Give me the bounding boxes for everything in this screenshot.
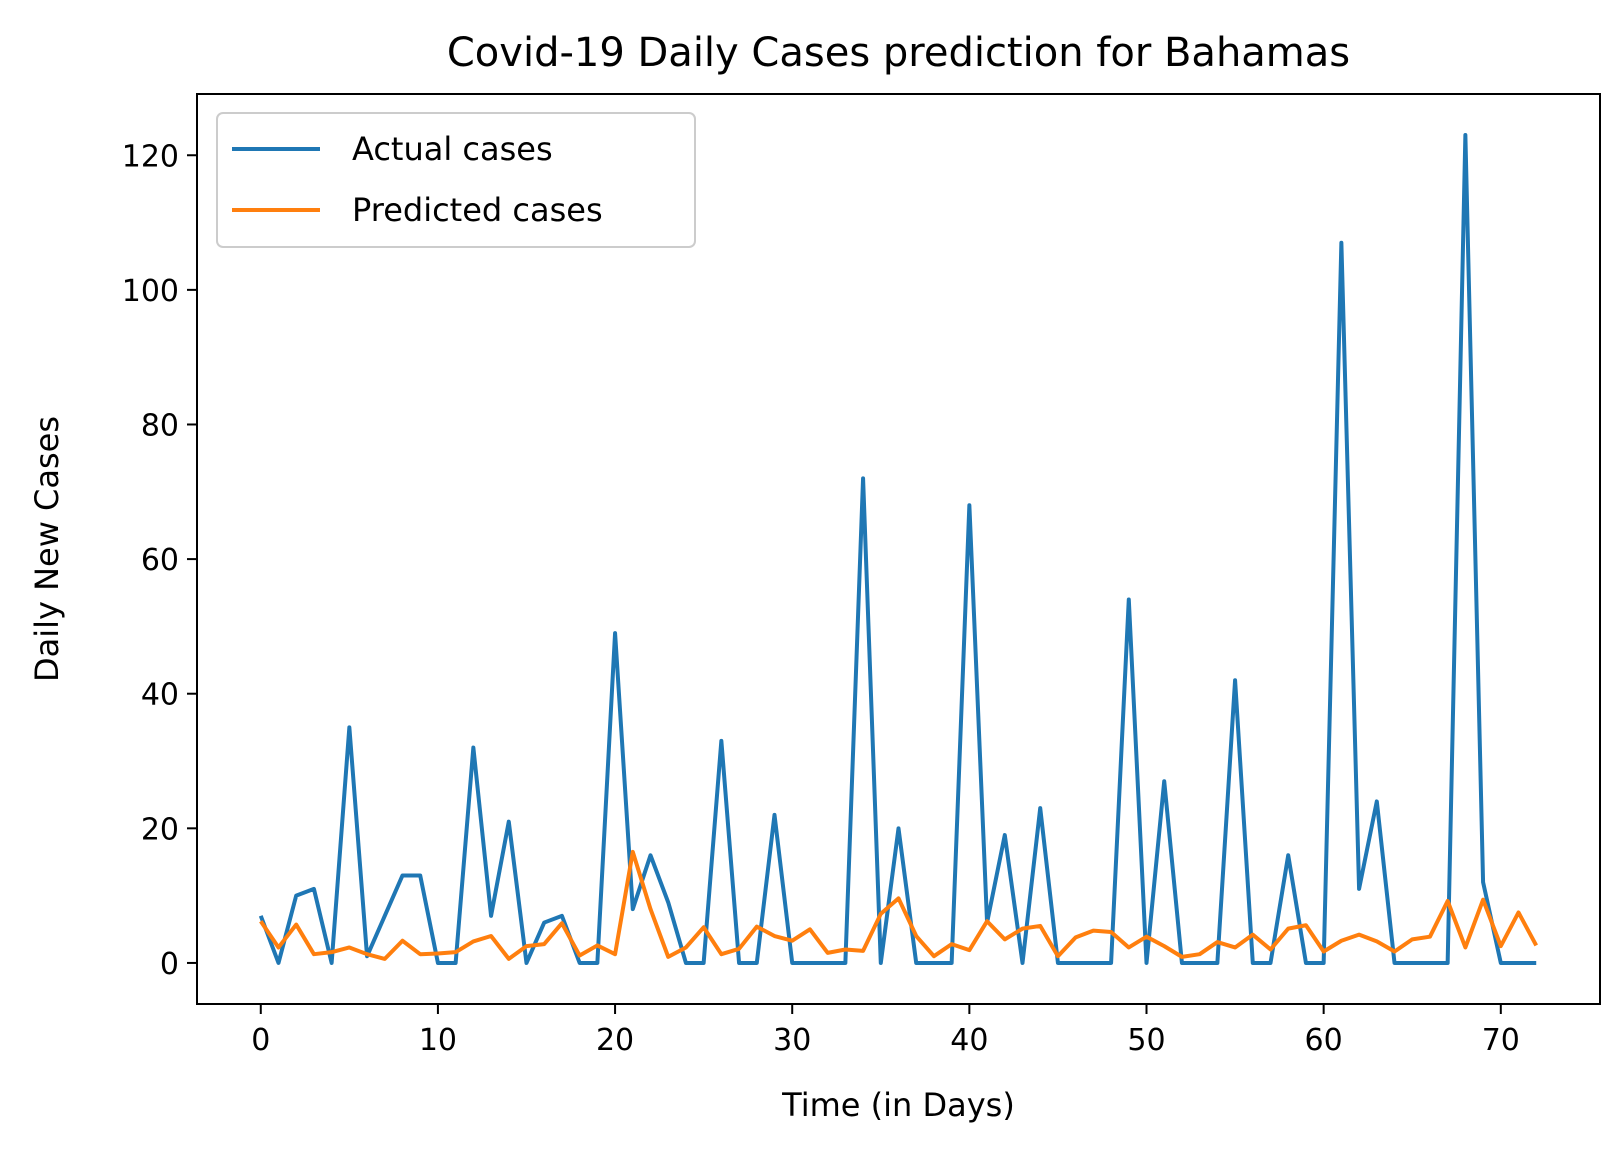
y-axis-ticks: 0 20 40 60 80 100 120	[122, 139, 197, 982]
legend-box	[216, 112, 696, 248]
y-axis-label: Daily New Cases	[28, 416, 66, 682]
plot-area-frame	[196, 93, 1601, 1005]
legend: Actual cases Predicted cases	[216, 112, 696, 248]
y-tick-label: 0	[160, 947, 179, 982]
chart-title: Covid-19 Daily Cases prediction for Baha…	[447, 30, 1350, 76]
legend-label-predicted: Predicted cases	[352, 191, 603, 229]
x-tick-label: 10	[419, 1023, 457, 1058]
x-tick-label: 0	[251, 1023, 270, 1058]
x-tick-label: 70	[1482, 1023, 1520, 1058]
legend-label-actual: Actual cases	[352, 130, 553, 168]
x-tick-label: 20	[596, 1023, 634, 1058]
series-layer	[258, 133, 1538, 965]
x-tick-label: 40	[950, 1023, 988, 1058]
y-tick-label: 60	[141, 543, 179, 578]
series-line-actual	[258, 133, 1537, 965]
x-tick-label: 60	[1305, 1023, 1343, 1058]
x-tick-label: 50	[1127, 1023, 1165, 1058]
x-axis-ticks: 0 10 20 30 40 50 60 70	[251, 1004, 1520, 1058]
y-tick-label: 40	[141, 678, 179, 713]
x-axis-label: Time (in Days)	[781, 1086, 1015, 1124]
y-tick-label: 20	[141, 812, 179, 847]
series-line-predicted	[259, 849, 1538, 961]
y-tick-label: 80	[141, 408, 179, 443]
y-tick-label: 120	[122, 139, 179, 174]
x-tick-label: 30	[773, 1023, 811, 1058]
y-tick-label: 100	[122, 274, 179, 309]
